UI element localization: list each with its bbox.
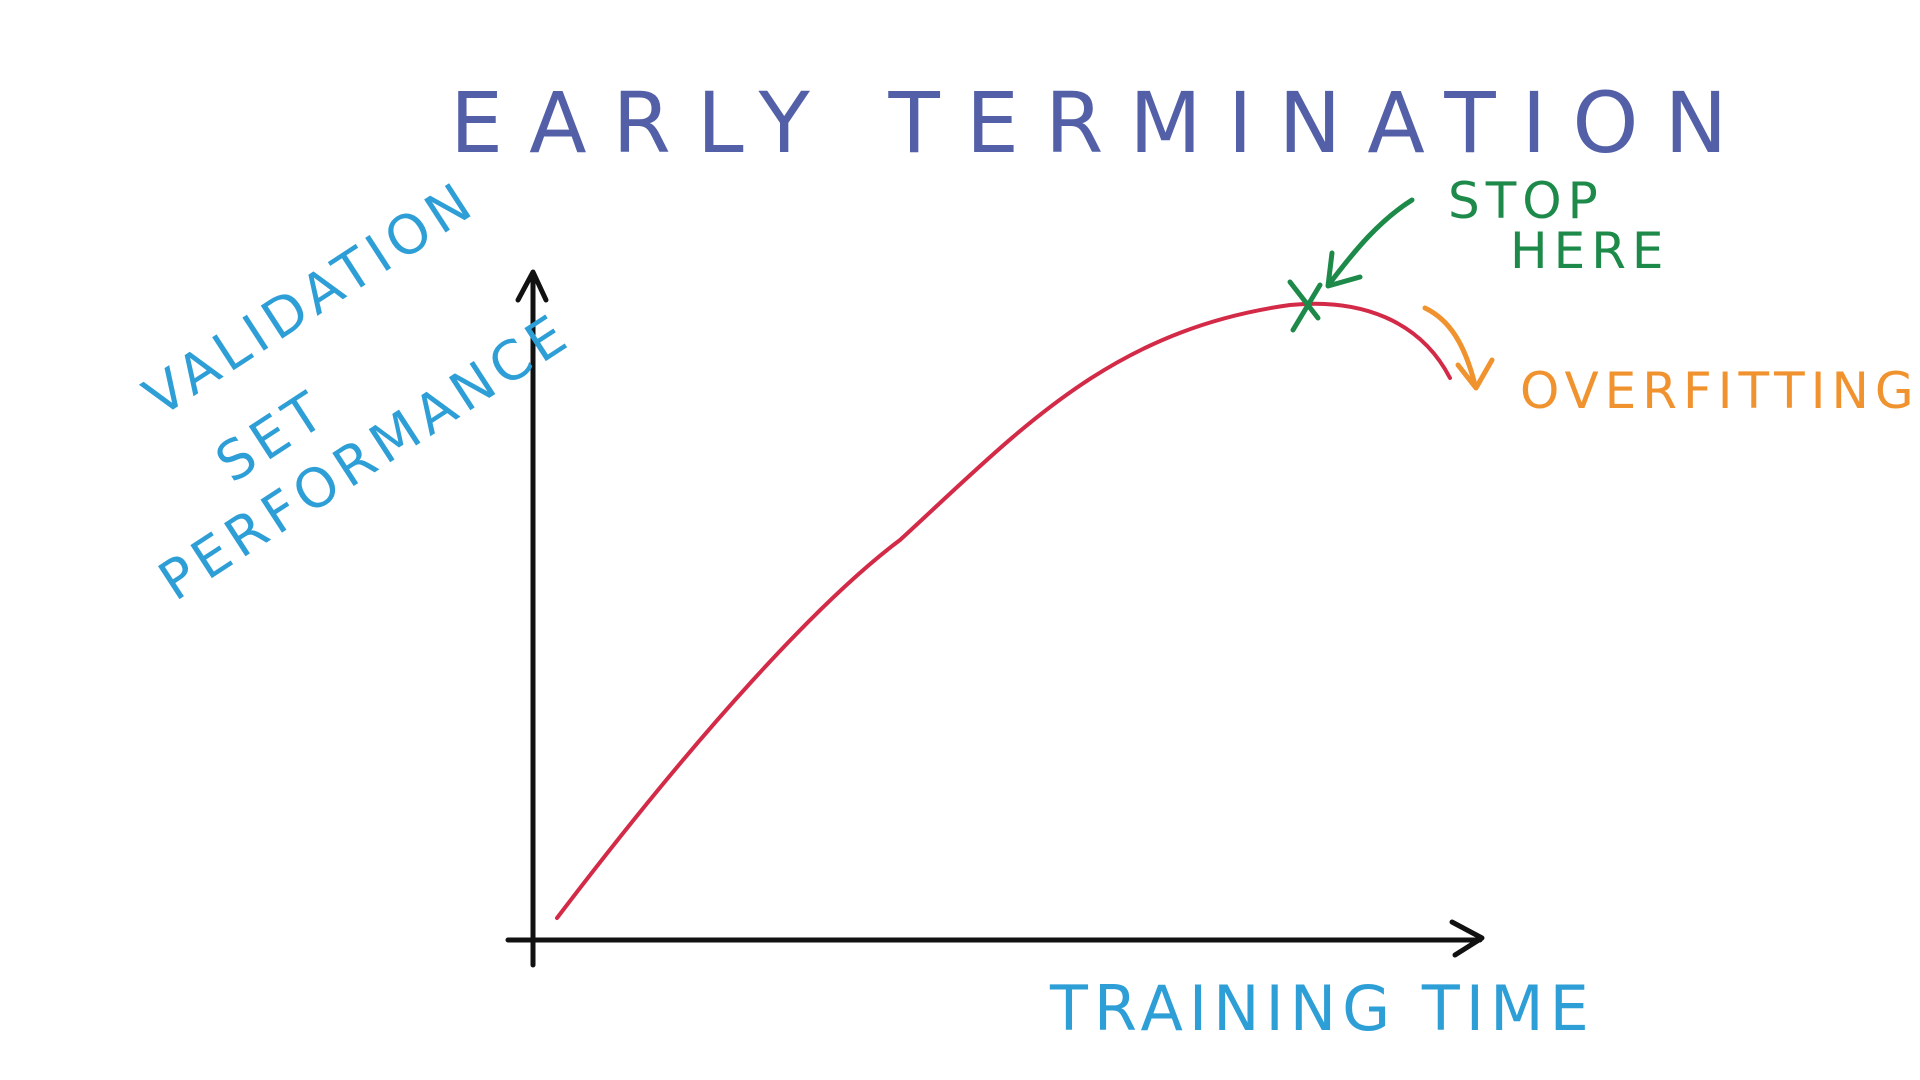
stop-marker-x <box>1287 279 1323 333</box>
stop-here-label-line-2: HERE <box>1510 222 1670 280</box>
x-axis-arrowhead <box>1449 919 1485 958</box>
y-axis-arrowhead <box>515 269 549 303</box>
stop-here-label-line-1: STOP <box>1448 172 1604 230</box>
overfitting-arrow <box>1422 305 1495 391</box>
validation-curve <box>555 301 1452 920</box>
x-axis-label: TRAINING TIME <box>1049 972 1595 1045</box>
stop-arrow <box>1325 197 1415 289</box>
y-axis-label: VALIDATION SET PERFORMANCE <box>133 168 582 613</box>
overfitting-label: OVERFITTING <box>1520 362 1920 420</box>
diagram-title: EARLY TERMINATION <box>450 74 1753 172</box>
axes <box>505 269 1485 968</box>
